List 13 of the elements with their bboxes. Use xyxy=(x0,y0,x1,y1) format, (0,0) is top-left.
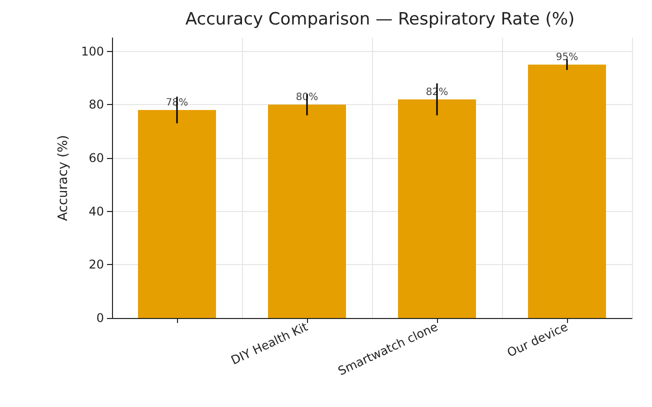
y-tick-label: 100 xyxy=(81,44,104,58)
bar xyxy=(138,110,216,318)
data-label: 95% xyxy=(556,52,578,64)
bar xyxy=(268,104,346,318)
y-axis-title: Accuracy (%) xyxy=(56,135,72,221)
y-tick-label: 80 xyxy=(88,98,104,112)
y-tick-label: 20 xyxy=(88,258,104,272)
y-tick-label: 60 xyxy=(88,151,104,165)
bar xyxy=(398,99,476,318)
y-tick-label: 0 xyxy=(96,311,104,325)
chart-title: Accuracy Comparison — Respiratory Rate (%) xyxy=(185,10,575,30)
y-tick-label: 40 xyxy=(88,204,104,218)
bar xyxy=(528,64,606,318)
